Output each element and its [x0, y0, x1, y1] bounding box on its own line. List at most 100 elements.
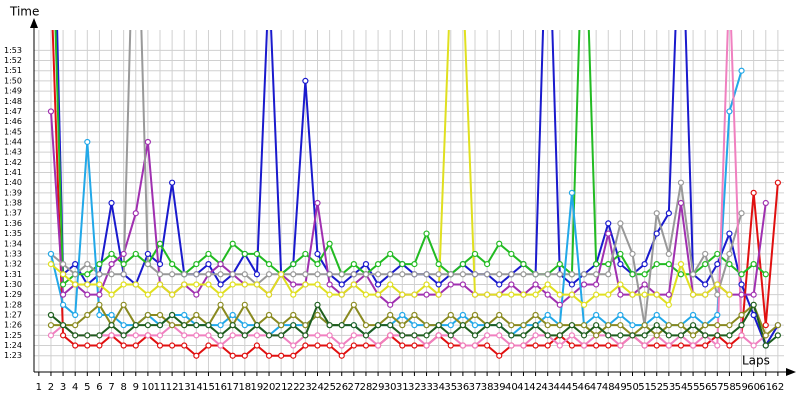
data-point — [84, 332, 91, 339]
data-point — [738, 332, 745, 339]
data-point — [641, 322, 648, 329]
x-tick-label: 27 — [347, 382, 360, 393]
data-point — [144, 138, 151, 146]
data-point — [653, 210, 660, 217]
data-point — [72, 261, 79, 268]
data-point — [265, 352, 273, 359]
data-point — [726, 250, 733, 258]
data-point — [399, 342, 406, 349]
y-tick-label: 1:36 — [4, 219, 22, 228]
data-point — [84, 291, 91, 298]
data-point — [253, 342, 261, 349]
data-point — [169, 322, 176, 329]
data-point — [338, 281, 345, 288]
data-point — [326, 271, 333, 278]
x-tick-label: 36 — [457, 382, 470, 393]
data-point — [532, 342, 539, 349]
data-point — [84, 138, 91, 146]
data-point — [750, 301, 757, 308]
data-point — [423, 271, 430, 278]
data-point — [229, 332, 236, 339]
data-point — [84, 342, 91, 349]
data-point — [241, 281, 248, 288]
y-tick-label: 1:52 — [4, 56, 22, 65]
data-point — [47, 311, 55, 319]
data-point — [750, 342, 757, 349]
data-point — [350, 342, 357, 349]
data-point — [411, 342, 418, 349]
data-point — [714, 342, 721, 349]
x-tick-label: 53 — [662, 382, 675, 393]
y-tick-label: 1:53 — [4, 46, 22, 55]
data-point — [350, 271, 357, 278]
x-tick-label: 16 — [214, 382, 227, 393]
data-point — [156, 271, 164, 278]
data-point — [72, 322, 79, 329]
data-point — [556, 301, 563, 308]
data-point — [447, 281, 454, 288]
data-point — [689, 342, 697, 349]
data-point — [435, 332, 442, 339]
data-point — [435, 261, 442, 268]
data-point — [387, 311, 394, 319]
data-point — [181, 342, 188, 349]
data-point — [532, 322, 539, 329]
y-tick-label: 1:43 — [4, 148, 22, 157]
y-tick-label: 1:46 — [4, 117, 22, 126]
data-point — [302, 342, 309, 349]
data-point — [278, 332, 285, 339]
x-tick-label: 48 — [602, 382, 615, 393]
data-point — [714, 281, 721, 288]
data-point — [593, 332, 600, 339]
x-tick-label: 33 — [420, 382, 433, 393]
data-point — [108, 250, 115, 258]
data-point — [290, 311, 297, 319]
x-tick-label: 57 — [711, 382, 724, 393]
y-tick-label: 1:39 — [4, 188, 22, 197]
data-point — [96, 301, 103, 308]
x-tick-label: 58 — [723, 382, 736, 393]
y-tick-label: 1:30 — [4, 280, 22, 289]
y-tick-label: 1:27 — [4, 311, 22, 320]
data-point — [374, 271, 382, 278]
series-line — [50, 30, 743, 326]
data-point — [484, 342, 491, 349]
data-point — [677, 179, 685, 186]
data-point — [326, 281, 333, 288]
data-point — [241, 322, 248, 329]
data-point — [290, 281, 297, 288]
data-point — [605, 230, 612, 237]
x-arrow — [786, 368, 796, 376]
x-tick-label: 11 — [154, 382, 167, 393]
data-point — [689, 291, 697, 298]
y-tick-label: 1:50 — [4, 76, 22, 85]
data-point — [59, 332, 67, 339]
data-point — [677, 271, 685, 278]
x-tick-label: 35 — [444, 382, 457, 393]
data-point — [508, 250, 515, 258]
data-point — [387, 332, 394, 339]
data-point — [580, 332, 588, 339]
data-point — [738, 210, 745, 217]
x-tick-label: 41 — [517, 382, 530, 393]
data-point — [314, 311, 321, 319]
data-point — [714, 322, 721, 329]
data-point — [144, 322, 151, 329]
data-point — [605, 322, 612, 329]
data-point — [290, 342, 297, 349]
data-point — [423, 332, 430, 339]
data-point — [508, 281, 515, 288]
data-point — [580, 271, 588, 278]
x-tick-label: 28 — [360, 382, 373, 393]
data-point — [156, 240, 164, 247]
data-point — [556, 291, 563, 298]
data-point — [484, 271, 491, 278]
data-point — [520, 291, 527, 298]
data-point — [314, 271, 321, 278]
data-point — [374, 281, 382, 288]
data-point — [47, 261, 55, 268]
data-point — [205, 322, 212, 329]
data-point — [132, 322, 139, 329]
data-point — [665, 291, 672, 298]
data-point — [726, 342, 733, 349]
